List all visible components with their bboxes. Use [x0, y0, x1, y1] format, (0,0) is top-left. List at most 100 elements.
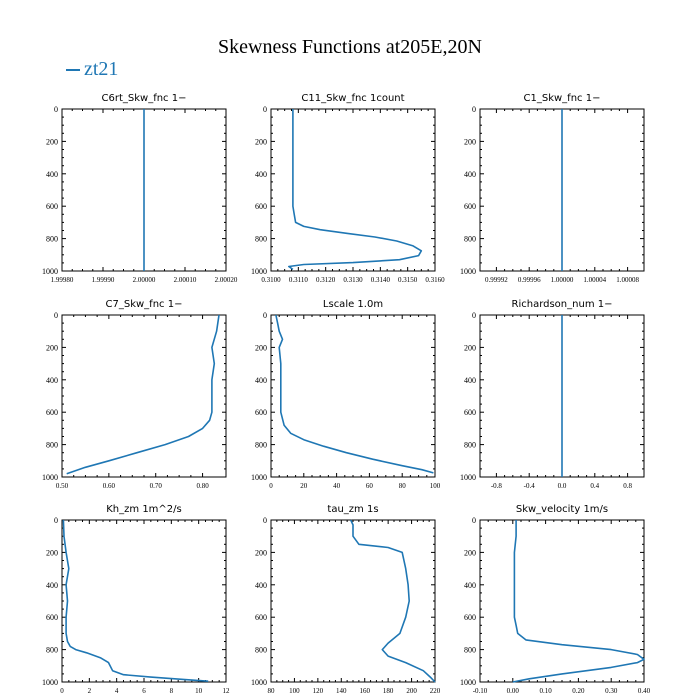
- y-tick-label: 400: [46, 376, 58, 385]
- y-tick-label: 0: [263, 105, 267, 114]
- x-tick-label: 0.10: [539, 687, 552, 695]
- y-tick-label: 800: [46, 441, 58, 450]
- x-tick-label: 6: [142, 687, 146, 695]
- y-tick-label: 600: [255, 613, 267, 622]
- y-tick-label: 200: [464, 343, 476, 352]
- legend-label: zt21: [84, 58, 119, 80]
- x-tick-label: 0.00: [507, 687, 520, 695]
- page-title: Skewness Functions at205E,20N: [218, 36, 482, 58]
- y-tick-label: 200: [464, 548, 476, 557]
- x-tick-label: -0.4: [524, 482, 536, 490]
- x-tick-label: 0.99996: [518, 276, 541, 284]
- y-tick-label: 600: [464, 408, 476, 417]
- x-tick-label: 4: [115, 687, 119, 695]
- y-tick-label: 600: [255, 408, 267, 417]
- x-tick-label: 0.3140: [371, 276, 391, 284]
- x-tick-label: 180: [383, 687, 394, 695]
- y-tick-label: 600: [464, 613, 476, 622]
- plot-frame: [479, 519, 645, 683]
- panel-9: Skw_velocity 1m/s 0 200 400 600 800 1000-0.10 0…: [460, 504, 651, 695]
- panel-3: C1_Skw_fnc 1− 0 200 400 600 800 1000 0.99992 0.9…: [460, 93, 645, 284]
- x-tick-label: 80: [399, 482, 407, 490]
- x-tick-label: 40: [333, 482, 341, 490]
- panel-2: C11_Skw_fnc 1count 0 200 400 600 800 10000.310…: [251, 93, 445, 284]
- legend: zt21: [66, 58, 118, 81]
- plot-frame: [270, 108, 436, 272]
- y-tick-label: 200: [255, 343, 267, 352]
- x-tick-label: 0.0: [558, 482, 567, 490]
- y-tick-label: 1000: [42, 473, 58, 482]
- x-tick-label: 120: [313, 687, 324, 695]
- panel-title: C11_Skw_fnc 1count: [301, 93, 404, 104]
- series-line-zt21: [62, 519, 209, 682]
- x-tick-label: 0.3120: [316, 276, 336, 284]
- y-tick-label: 400: [46, 170, 58, 179]
- x-tick-label: 12: [223, 687, 231, 695]
- y-tick-label: 200: [255, 548, 267, 557]
- x-tick-label: 1.99990: [92, 276, 115, 284]
- x-tick-label: 10: [195, 687, 203, 695]
- x-tick-label: 0.99992: [485, 276, 508, 284]
- x-tick-label: 20: [300, 482, 308, 490]
- y-tick-label: 400: [464, 170, 476, 179]
- x-tick-label: 0.40: [638, 687, 651, 695]
- x-tick-label: 0.3150: [398, 276, 418, 284]
- plot-frame: [61, 314, 227, 478]
- y-tick-label: 800: [46, 646, 58, 655]
- series-line-zt21: [275, 314, 434, 474]
- y-tick-label: 600: [46, 202, 58, 211]
- y-tick-label: 600: [255, 202, 267, 211]
- y-tick-label: 800: [255, 235, 267, 244]
- x-tick-label: 200: [406, 687, 417, 695]
- y-tick-label: 0: [472, 311, 476, 320]
- x-tick-label: 0.4: [590, 482, 599, 490]
- y-tick-label: 0: [472, 105, 476, 114]
- y-tick-label: 600: [464, 202, 476, 211]
- panel-6: Richardson_num 1− 0 200 400 600 800 1000 -0.8 -0…: [460, 299, 645, 490]
- x-tick-label: 0.3100: [261, 276, 281, 284]
- x-tick-label: 80: [268, 687, 276, 695]
- x-tick-label: 0.60: [103, 482, 116, 490]
- plot-frame: [270, 519, 436, 683]
- x-tick-label: 0.8: [623, 482, 632, 490]
- y-tick-label: 0: [54, 105, 58, 114]
- x-tick-label: 2.00020: [215, 276, 238, 284]
- x-tick-label: 0.80: [196, 482, 209, 490]
- x-tick-label: 0.50: [56, 482, 69, 490]
- x-tick-label: 100: [289, 687, 300, 695]
- y-tick-label: 0: [54, 516, 58, 525]
- y-tick-label: 200: [255, 137, 267, 146]
- y-tick-label: 1000: [460, 678, 476, 687]
- y-tick-label: 1000: [251, 267, 267, 276]
- y-tick-label: 600: [46, 408, 58, 417]
- x-tick-label: -0.8: [491, 482, 503, 490]
- series-line-zt21: [287, 109, 423, 271]
- plot-frame: [61, 519, 227, 683]
- y-tick-label: 200: [46, 548, 58, 557]
- x-tick-label: 2: [88, 687, 92, 695]
- x-tick-label: 0: [60, 687, 64, 695]
- panel-title: Skw_velocity 1m/s: [516, 504, 608, 515]
- y-tick-label: 400: [255, 376, 267, 385]
- x-tick-label: 0.20: [572, 687, 585, 695]
- y-tick-label: 1000: [460, 473, 476, 482]
- panel-title: Richardson_num 1−: [512, 299, 613, 310]
- x-tick-label: 100: [430, 482, 441, 490]
- x-tick-label: 1.99980: [51, 276, 74, 284]
- x-tick-label: 0.3160: [425, 276, 445, 284]
- y-tick-label: 200: [46, 137, 58, 146]
- series-line-zt21: [512, 520, 645, 683]
- y-tick-label: 800: [464, 235, 476, 244]
- y-tick-label: 200: [464, 137, 476, 146]
- y-tick-label: 0: [54, 311, 58, 320]
- panel-title: Kh_zm 1m^2/s: [106, 504, 182, 515]
- panel-title: C7_Skw_fnc 1−: [106, 299, 183, 310]
- x-tick-label: 1.00000: [551, 276, 574, 284]
- y-tick-label: 800: [255, 646, 267, 655]
- x-tick-label: 1.00008: [616, 276, 639, 284]
- y-tick-label: 400: [464, 376, 476, 385]
- x-tick-label: 60: [366, 482, 374, 490]
